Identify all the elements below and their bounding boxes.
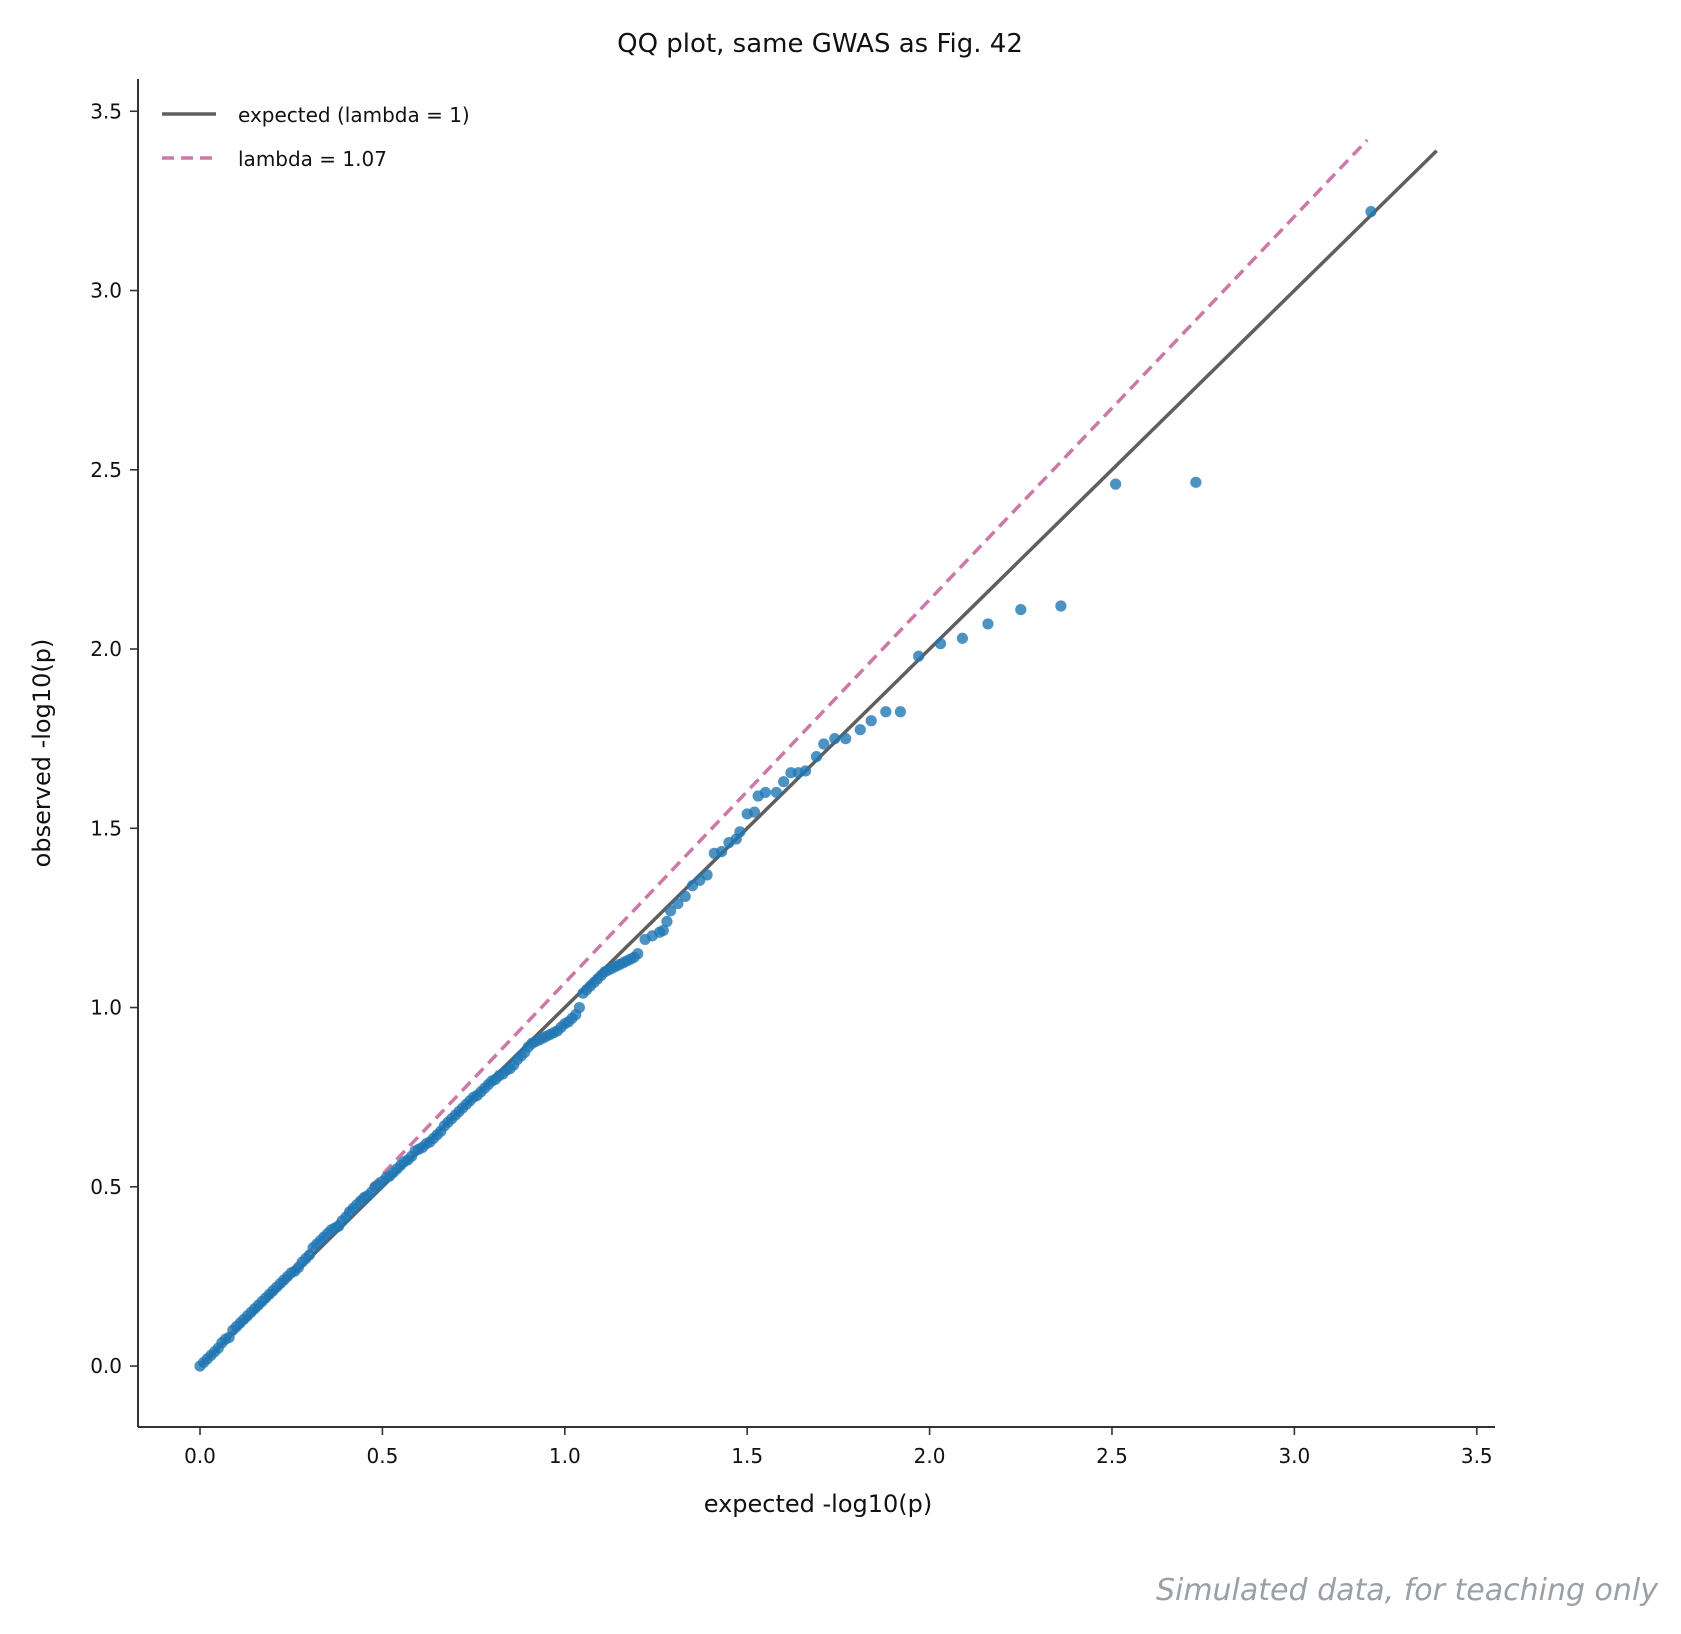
x-tick-label: 3.0 xyxy=(1278,1444,1310,1468)
watermark-text: Simulated data, for teaching only xyxy=(1156,1573,1659,1608)
data-point xyxy=(840,733,852,745)
data-point xyxy=(913,650,925,662)
data-point xyxy=(759,786,772,799)
data-point xyxy=(799,765,812,777)
data-point xyxy=(829,733,841,745)
data-point xyxy=(661,915,673,928)
data-point xyxy=(664,905,677,917)
y-tick-label: 2.0 xyxy=(90,637,122,661)
y-tick-label: 1.5 xyxy=(90,816,122,840)
y-tick-label: 0.0 xyxy=(90,1354,122,1378)
y-tick-label: 3.5 xyxy=(90,99,122,123)
data-point xyxy=(1190,476,1202,488)
data-point xyxy=(934,638,947,650)
data-point xyxy=(1365,206,1377,218)
plot-axes: 0.0 0.5 1.0 1.5 2.0 2.5 3.0 3.5 0.0 0.5 1.0 1.5 2.0… xyxy=(90,79,1495,1468)
x-tick-label: 0.5 xyxy=(366,1444,398,1468)
data-point xyxy=(748,806,761,818)
y-axis-label: observed -log10(p) xyxy=(28,639,56,868)
data-point xyxy=(701,869,713,881)
x-tick-label: 3.5 xyxy=(1461,1444,1493,1468)
x-tick-label: 1.5 xyxy=(731,1444,763,1468)
x-tick-label: 1.0 xyxy=(549,1444,581,1468)
lambda-line xyxy=(198,138,1369,1368)
data-point xyxy=(865,715,877,727)
data-point xyxy=(632,948,644,960)
x-tick-label: 0.0 xyxy=(184,1444,216,1468)
x-tick-group: 0.0 0.5 1.0 1.5 2.0 2.5 3.0 3.5 xyxy=(184,1427,1493,1468)
data-point xyxy=(679,890,691,903)
x-axis-label: expected -log10(p) xyxy=(704,1490,933,1518)
data-point xyxy=(657,924,669,937)
y-tick-label: 2.5 xyxy=(90,458,122,482)
y-tick-label: 0.5 xyxy=(90,1175,122,1199)
chart-title: QQ plot, same GWAS as Fig. 42 xyxy=(617,29,1023,59)
legend-label-expected: expected (lambda = 1) xyxy=(238,103,470,127)
data-point xyxy=(778,776,790,788)
data-point xyxy=(810,750,823,763)
data-point xyxy=(1055,600,1067,612)
data-point xyxy=(716,845,728,858)
y-tick-label: 1.0 xyxy=(90,996,122,1020)
data-point xyxy=(818,738,830,750)
data-point xyxy=(734,826,746,838)
legend: expected (lambda = 1) lambda = 1.07 xyxy=(162,103,470,171)
y-tick-group: 0.0 0.5 1.0 1.5 2.0 2.5 3.0 3.5 xyxy=(90,99,138,1378)
data-point xyxy=(1110,478,1122,490)
x-tick-label: 2.5 xyxy=(1096,1444,1128,1468)
data-point xyxy=(894,706,907,718)
data-point xyxy=(672,897,684,910)
legend-label-lambda: lambda = 1.07 xyxy=(238,147,387,171)
data-point xyxy=(880,706,892,718)
data-point xyxy=(1015,603,1027,616)
scatter-points xyxy=(194,206,1377,1372)
x-tick-label: 2.0 xyxy=(914,1444,946,1468)
data-point xyxy=(573,1001,585,1014)
y-tick-label: 3.0 xyxy=(90,279,122,303)
data-point xyxy=(770,786,782,799)
data-point xyxy=(956,632,969,644)
data-point xyxy=(982,618,994,630)
data-point xyxy=(854,724,866,736)
